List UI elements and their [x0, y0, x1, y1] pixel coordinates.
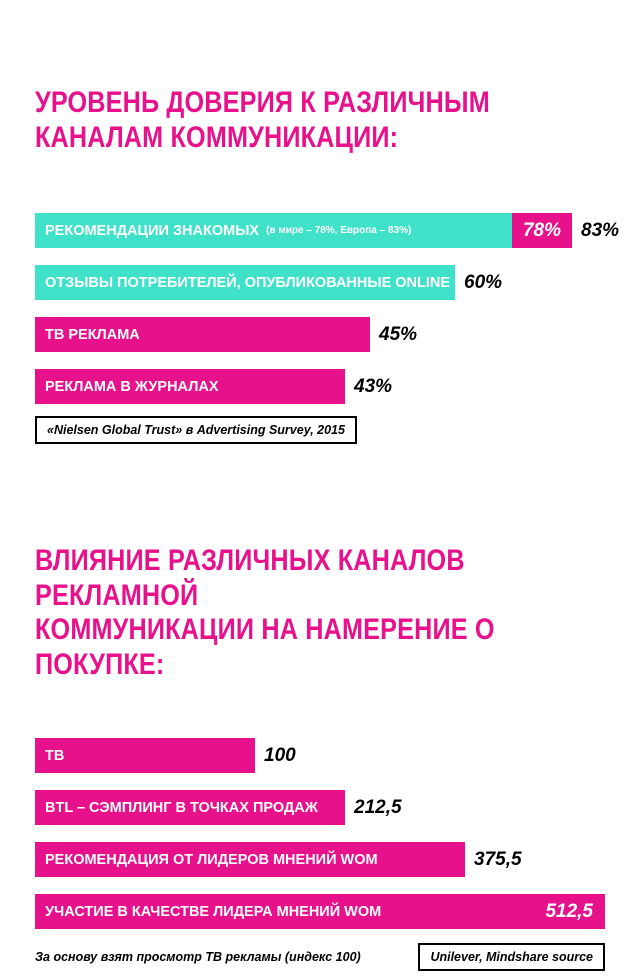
bar-tv: ТВ — [35, 738, 255, 773]
chart2: ТВ 100 BTL – СЭМПЛИНГ В ТОЧКАХ ПРОДАЖ 21… — [35, 738, 605, 929]
bar-tip-world-value: 78% — [512, 213, 572, 248]
bar-row-tv-ads: ТВ РЕКЛАМА 45% — [35, 317, 605, 352]
bar-row-magazine-ads: РЕКЛАМА В ЖУРНАЛАХ 43% — [35, 369, 605, 404]
bar-value: 100 — [264, 744, 296, 766]
bar-label: ОТЗЫВЫ ПОТРЕБИТЕЛЕЙ, ОПУБЛИКОВАННЫЕ ONLI… — [45, 274, 451, 291]
bar-tv-ads: ТВ РЕКЛАМА — [35, 317, 370, 352]
bar-value-inside: 512,5 — [545, 900, 593, 922]
bar-opinion-leader-recommendation: РЕКОМЕНДАЦИЯ ОТ ЛИДЕРОВ МНЕНИЙ WOM — [35, 842, 465, 877]
bar-label: РЕКЛАМА В ЖУРНАЛАХ — [45, 378, 219, 395]
chart1: РЕКОМЕНДАЦИИ ЗНАКОМЫХ (в мире – 78%, Евр… — [35, 213, 619, 404]
bar-label: РЕКОМЕНДАЦИИ ЗНАКОМЫХ — [45, 222, 260, 239]
bar-row-tv: ТВ 100 — [35, 738, 605, 773]
chart2-footer: За основу взят просмотр ТВ рекламы (инде… — [35, 943, 605, 971]
bar-recommendations: РЕКОМЕНДАЦИИ ЗНАКОМЫХ (в мире – 78%, Евр… — [35, 213, 572, 248]
bar-label: УЧАСТИЕ В КАЧЕСТВЕ ЛИДЕРА МНЕНИЙ WOM — [45, 903, 382, 920]
bar-label: BTL – СЭМПЛИНГ В ТОЧКАХ ПРОДАЖ — [45, 799, 318, 816]
bar-row-being-opinion-leader: УЧАСТИЕ В КАЧЕСТВЕ ЛИДЕРА МНЕНИЙ WOM 512… — [35, 894, 605, 929]
bar-value: 43% — [354, 375, 393, 397]
bar-value: 212,5 — [354, 796, 402, 818]
bar-label: РЕКОМЕНДАЦИЯ ОТ ЛИДЕРОВ МНЕНИЙ WOM — [45, 851, 378, 868]
bar-row-opinion-leader-recommendation: РЕКОМЕНДАЦИЯ ОТ ЛИДЕРОВ МНЕНИЙ WOM 375,5 — [35, 842, 605, 877]
bar-online-reviews: ОТЗЫВЫ ПОТРЕБИТЕЛЕЙ, ОПУБЛИКОВАННЫЕ ONLI… — [35, 265, 455, 300]
bar-label: ТВ — [45, 747, 65, 764]
bar-being-opinion-leader: УЧАСТИЕ В КАЧЕСТВЕ ЛИДЕРА МНЕНИЙ WOM 512… — [35, 894, 605, 929]
bar-value: 375,5 — [474, 848, 522, 870]
bar-magazine-ads: РЕКЛАМА В ЖУРНАЛАХ — [35, 369, 345, 404]
chart2-note: За основу взят просмотр ТВ рекламы (инде… — [35, 950, 361, 964]
bar-row-online-reviews: ОТЗЫВЫ ПОТРЕБИТЕЛЕЙ, ОПУБЛИКОВАННЫЕ ONLI… — [35, 265, 605, 300]
bar-value: 60% — [464, 271, 503, 293]
chart2-source: Unilever, Mindshare source — [418, 943, 605, 971]
chart1-source: «Nielsen Global Trust» в Advertising Sur… — [35, 416, 357, 444]
bar-row-btl-sampling: BTL – СЭМПЛИНГ В ТОЧКАХ ПРОДАЖ 212,5 — [35, 790, 605, 825]
bar-sublabel: (в мире – 78%, Европа – 83%) — [266, 225, 412, 236]
bar-row-recommendations: РЕКОМЕНДАЦИИ ЗНАКОМЫХ (в мире – 78%, Евр… — [35, 213, 619, 248]
bar-value: 83% — [581, 219, 620, 241]
bar-value: 45% — [379, 323, 418, 345]
bar-btl-sampling: BTL – СЭМПЛИНГ В ТОЧКАХ ПРОДАЖ — [35, 790, 345, 825]
bar-label: ТВ РЕКЛАМА — [45, 326, 140, 343]
chart1-title: УРОВЕНЬ ДОВЕРИЯ К РАЗЛИЧНЫМ КАНАЛАМ КОММ… — [35, 86, 490, 154]
chart2-title: ВЛИЯНИЕ РАЗЛИЧНЫХ КАНАЛОВ РЕКЛАМНОЙ КОММ… — [35, 544, 495, 681]
